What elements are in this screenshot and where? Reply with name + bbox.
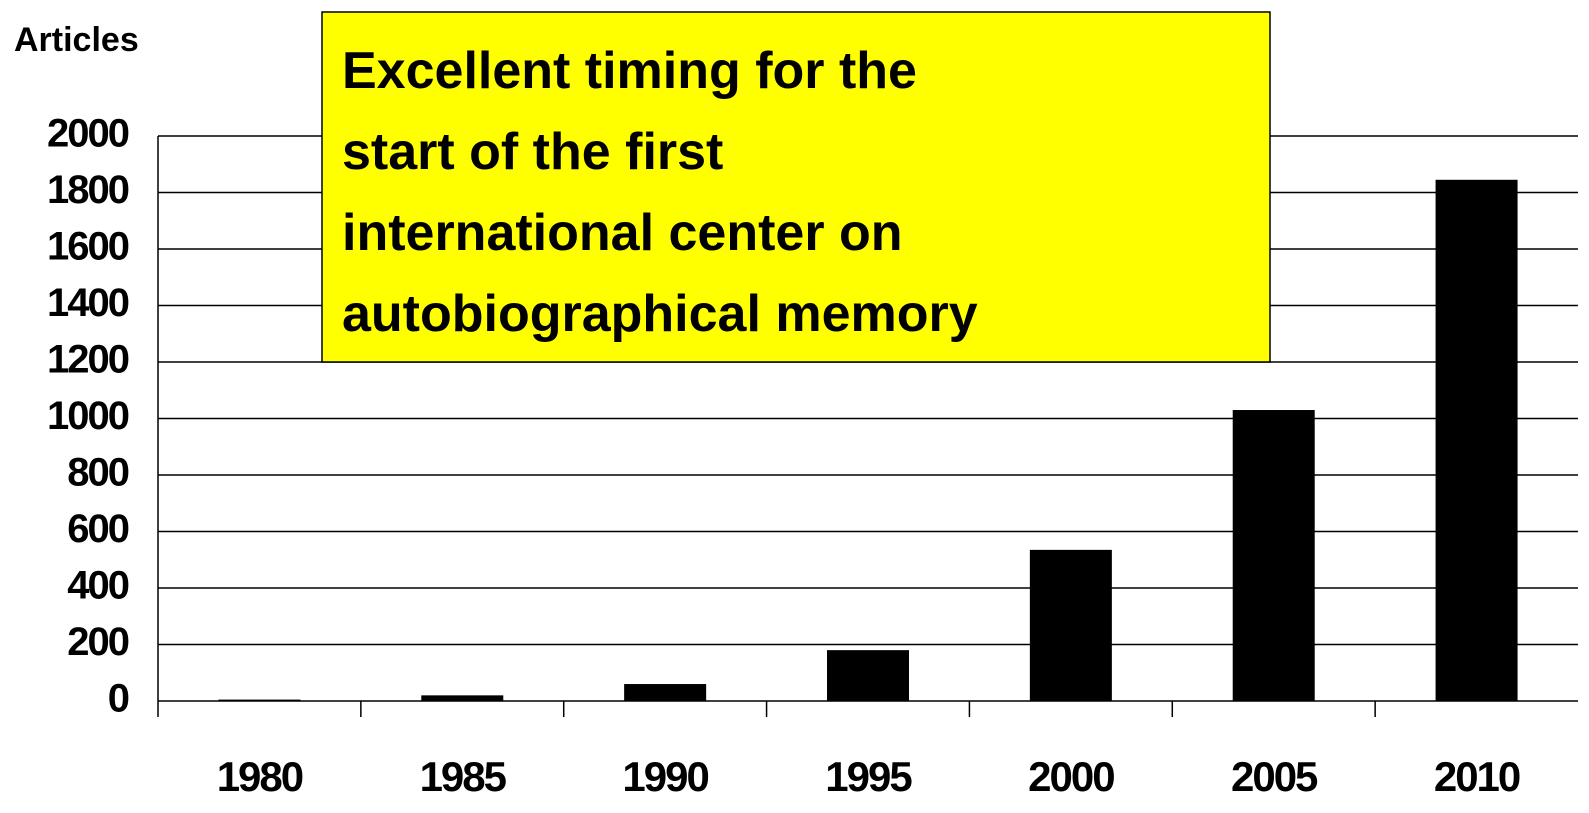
bar: [1435, 179, 1518, 702]
bar: [218, 699, 301, 701]
bar: [1232, 410, 1315, 701]
y-tick-label: 600: [67, 507, 128, 551]
y-axis-label: Articles: [14, 21, 139, 59]
bar: [1029, 549, 1112, 701]
y-tick-label: 1800: [47, 168, 129, 212]
annotation-text: start of the first: [342, 123, 723, 181]
x-tick-label: 2005: [1231, 753, 1318, 800]
x-tick-label: 2010: [1434, 753, 1520, 800]
x-tick-label: 1990: [622, 753, 708, 800]
y-tick-label: 1600: [47, 225, 129, 269]
y-tick-label: 1400: [47, 281, 129, 325]
bar: [624, 684, 707, 701]
bar: [827, 650, 909, 701]
x-tick-label: 2000: [1028, 753, 1114, 800]
x-tick-label: 1995: [825, 753, 912, 800]
annotation-text: international center on: [342, 204, 903, 262]
annotation-box: [321, 11, 1271, 363]
annotation-text: Excellent timing for the: [342, 42, 917, 100]
annotation-text: autobiographical memory: [342, 285, 978, 343]
y-tick-label: 1200: [47, 338, 129, 382]
y-tick-label: 0: [108, 677, 129, 721]
y-tick-label: 2000: [47, 112, 129, 156]
x-tick-label: 1985: [420, 753, 507, 800]
bar: [421, 695, 504, 701]
y-tick-label: 800: [67, 451, 128, 495]
y-tick-label: 1000: [47, 394, 129, 438]
y-tick-label: 200: [67, 620, 128, 664]
y-tick-label: 400: [67, 564, 128, 608]
x-tick-label: 1980: [217, 753, 303, 800]
